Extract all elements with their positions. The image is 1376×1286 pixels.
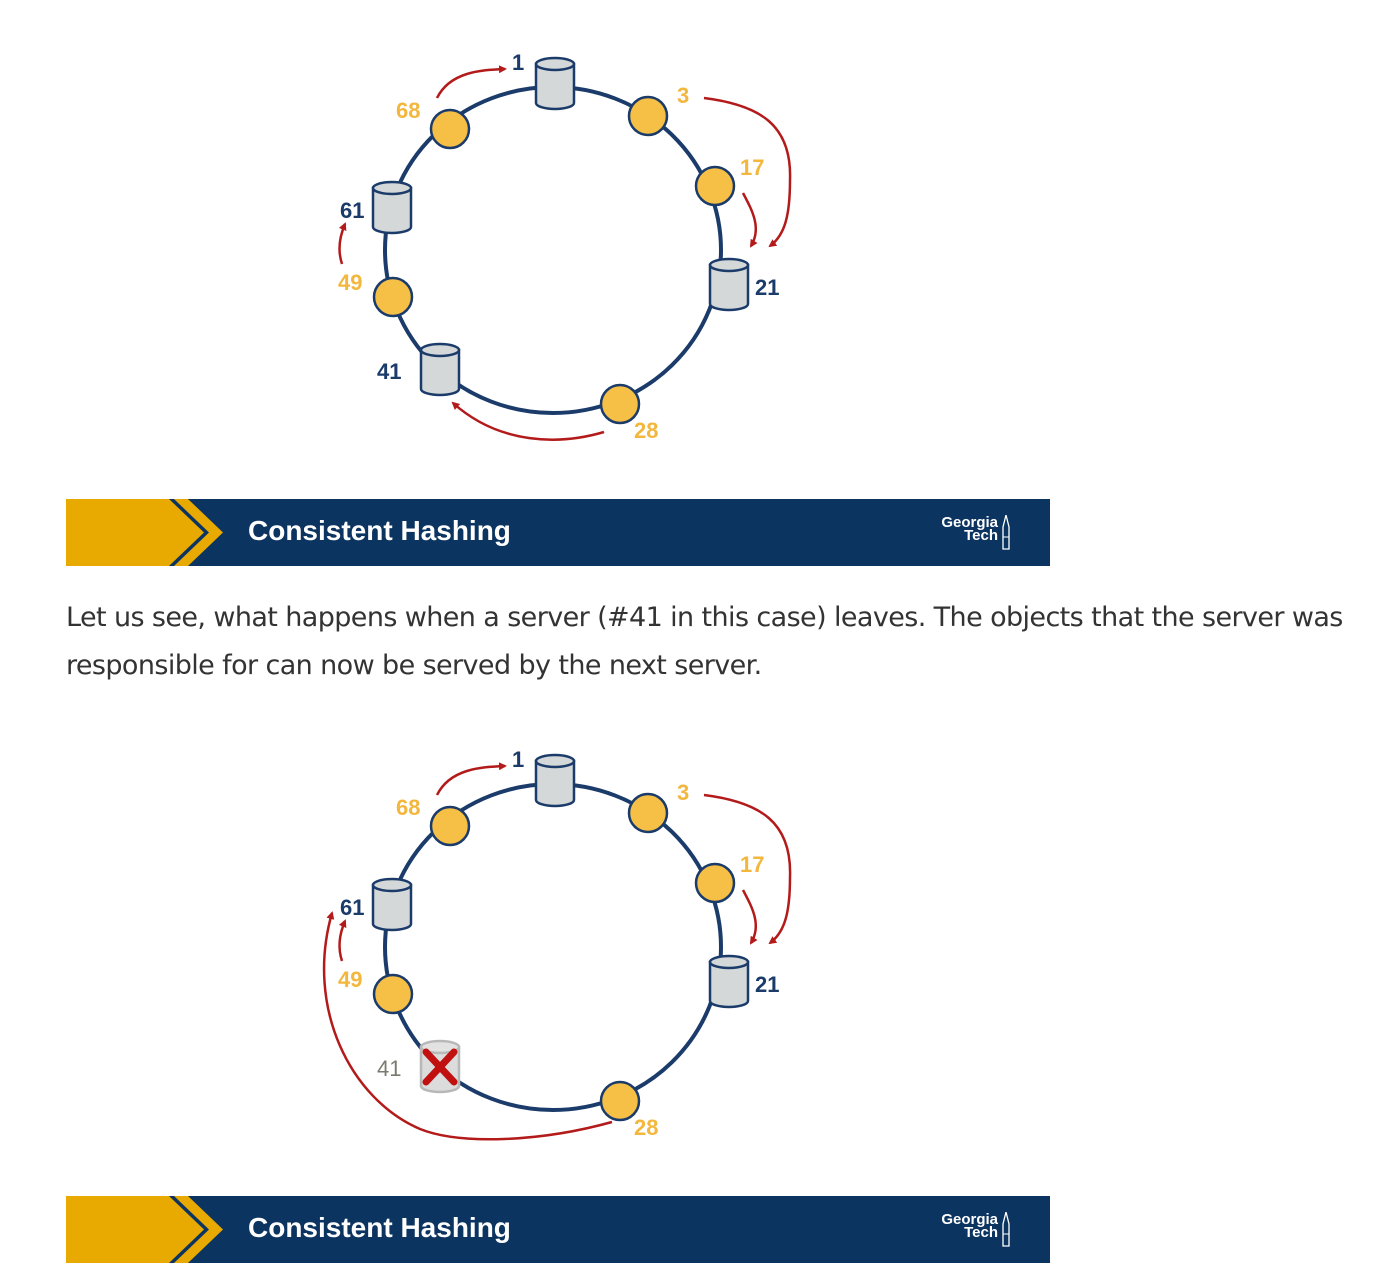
object-label: 68	[396, 98, 420, 123]
object-label: 49	[338, 270, 362, 295]
arrow-17-to-21	[741, 889, 758, 945]
ring-diagram-before: 1 68 3 17 61 49 21 41 28	[0, 40, 1376, 460]
server-label: 61	[340, 198, 364, 223]
server-label: 21	[755, 972, 779, 997]
logo-line-1: Georgia	[941, 514, 998, 531]
chevron-icon	[66, 499, 223, 566]
arrow-49-to-61	[338, 222, 347, 265]
ring-diagram-before-svg: 1 68 3 17 61 49 21 41 28	[338, 50, 792, 443]
server-1-icon	[534, 753, 576, 808]
arrow-3-to-21	[703, 96, 792, 248]
server-label: 41	[377, 359, 401, 384]
arrow-49-to-61	[338, 919, 347, 962]
object-17-icon	[694, 165, 736, 207]
server-label: 1	[512, 50, 524, 75]
object-68-icon	[429, 805, 471, 847]
arrow-28-to-41	[451, 401, 605, 441]
server-21-icon	[708, 954, 750, 1009]
slide-banner: Consistent Hashing Georgia Tech	[66, 499, 1050, 566]
object-28-icon	[599, 383, 641, 425]
server-label: 61	[340, 895, 364, 920]
logo-line-2: Tech	[964, 527, 998, 544]
object-label: 17	[740, 155, 764, 180]
object-3-icon	[627, 95, 669, 137]
arrow-28-to-61	[322, 911, 613, 1141]
server-1-icon	[534, 56, 576, 111]
object-label: 68	[396, 795, 420, 820]
logo-line-2: Tech	[964, 1224, 998, 1241]
banner-title: Consistent Hashing	[248, 1212, 511, 1243]
server-61-icon	[371, 180, 413, 235]
server-61-icon	[371, 877, 413, 932]
object-label: 28	[634, 418, 658, 443]
tower-icon	[1002, 1212, 1010, 1247]
arrow-17-to-21	[741, 192, 758, 248]
ring-diagram-after-svg: 1 68 3 17 61 49 21 41 28	[322, 747, 792, 1141]
object-label: 28	[634, 1115, 658, 1140]
georgia-tech-logo: Georgia Tech	[926, 515, 1012, 551]
slide-banner: Consistent Hashing Georgia Tech	[66, 1196, 1050, 1263]
logo-line-1: Georgia	[941, 1211, 998, 1228]
object-label: 3	[677, 83, 689, 108]
object-3-icon	[627, 792, 669, 834]
server-21-icon	[708, 257, 750, 312]
body-paragraph: Let us see, what happens when a server (…	[66, 602, 1343, 681]
object-49-icon	[372, 973, 414, 1015]
removed-server-label: 41	[377, 1056, 401, 1081]
object-68-icon	[429, 108, 471, 150]
object-49-icon	[372, 276, 414, 318]
object-label: 3	[677, 780, 689, 805]
arrow-68-to-1	[435, 65, 507, 99]
object-label: 17	[740, 852, 764, 877]
arrow-68-to-1	[435, 762, 507, 796]
server-label: 1	[512, 747, 524, 772]
object-17-icon	[694, 862, 736, 904]
arrow-3-to-21	[703, 793, 792, 945]
object-28-icon	[599, 1080, 641, 1122]
chevron-icon	[66, 1196, 223, 1263]
banner-title: Consistent Hashing	[248, 515, 511, 546]
tower-icon	[1002, 515, 1010, 550]
object-label: 49	[338, 967, 362, 992]
georgia-tech-logo: Georgia Tech	[926, 1212, 1012, 1248]
server-label: 21	[755, 275, 779, 300]
server-41-icon	[419, 342, 461, 397]
remove-x-icon	[422, 1048, 458, 1086]
ring-diagram-after: 1 68 3 17 61 49 21 41 28	[0, 737, 1376, 1157]
removed-server-41-icon	[419, 1039, 461, 1094]
